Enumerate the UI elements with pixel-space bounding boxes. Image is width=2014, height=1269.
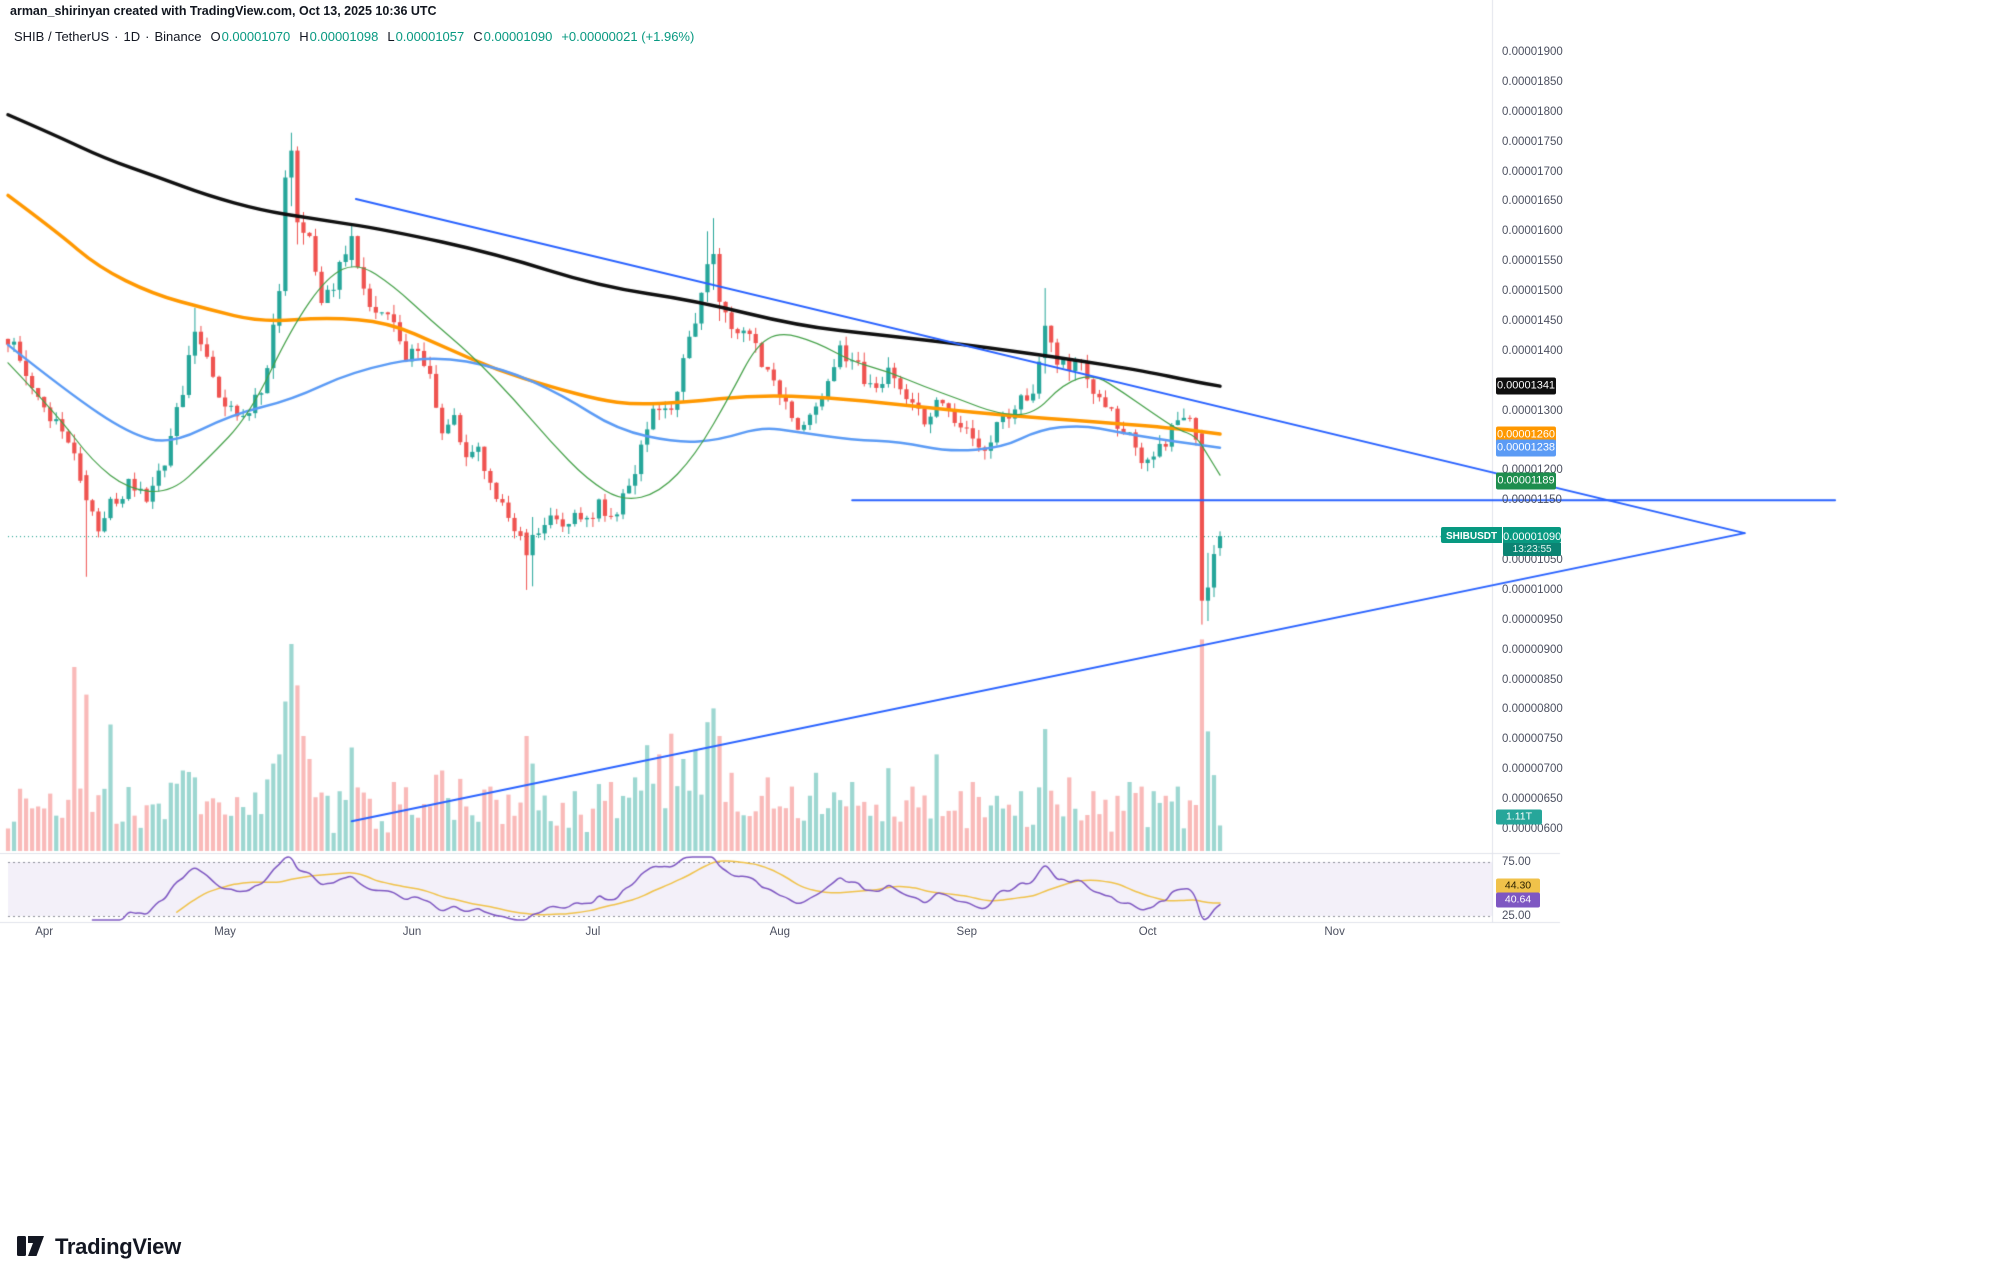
ohlc-value: 0.00001090: [483, 29, 553, 44]
price-axis-label: 0.00001600: [1502, 225, 1563, 238]
tradingview-logo-icon: [17, 1236, 44, 1256]
time-axis-label: May: [214, 926, 236, 938]
symbol-exchange[interactable]: Binance: [154, 29, 202, 44]
price-badge-ma-black: 0.00001341: [1496, 377, 1556, 395]
time-axis-label: Apr: [35, 926, 54, 938]
price-axis-label: 0.00001500: [1502, 285, 1563, 298]
price-axis-label: 0.00000950: [1502, 613, 1563, 626]
time-axis-label: Oct: [1138, 926, 1157, 938]
price-axis-label: 0.00000800: [1502, 703, 1563, 716]
rsi-upper-label: 75.00: [1502, 856, 1531, 868]
last-price-badge: SHIBUSDT 0.00001090 13:23:55: [1441, 527, 1561, 556]
price-axis-label: 0.00001050: [1502, 554, 1563, 567]
price-axis-label: 0.00001900: [1502, 46, 1563, 58]
time-axis-label: Jun: [402, 926, 422, 938]
price-badge-ma-green: 0.00001189: [1496, 472, 1556, 490]
price-axis-label: 0.00000700: [1502, 763, 1563, 776]
ohlc-value: 0.00001070: [221, 29, 291, 44]
legend-separator: ·: [145, 29, 150, 44]
ohlc-letter: O: [210, 29, 221, 44]
ohlc-value: 0.00001098: [309, 29, 379, 44]
rsi-lower-label: 25.00: [1502, 910, 1531, 922]
rsi-ma-value-badge: 44.30: [1496, 878, 1540, 894]
price-axis-label: 0.00000750: [1502, 733, 1563, 746]
price-axis-label: 0.00001650: [1502, 195, 1563, 208]
last-price-symbol: SHIBUSDT: [1441, 527, 1503, 543]
price-badge-ma-blue: 0.00001238: [1496, 439, 1556, 457]
price-axis-label: 0.00001000: [1502, 583, 1563, 596]
ohlc-value: 0.00001057: [395, 29, 465, 44]
symbol-name[interactable]: SHIB / TetherUS: [14, 29, 110, 44]
attribution-text: arman_shirinyan created with TradingView…: [10, 4, 437, 18]
legend-separator: ·: [114, 29, 119, 44]
last-price-value: 0.00001090: [1503, 527, 1561, 543]
price-axis-label: 0.00001400: [1502, 344, 1563, 357]
price-change: +0.00000021 (+1.96%): [561, 29, 695, 44]
price-axis-label: 0.00001550: [1502, 255, 1563, 268]
symbol-interval[interactable]: 1D: [123, 29, 141, 44]
price-axis-label: 0.00001150: [1502, 494, 1562, 507]
price-axis-label: 0.00001850: [1502, 75, 1563, 88]
price-badge-ma-orange: 0.00001260: [1496, 426, 1556, 444]
tradingview-logo[interactable]: TradingView: [16, 1233, 181, 1260]
ohlc-letter: C: [473, 29, 483, 44]
price-axis-label: 0.00001800: [1502, 105, 1563, 118]
price-axis-label: 0.00000650: [1502, 793, 1563, 806]
price-axis-label: 0.00001700: [1502, 165, 1563, 178]
tradingview-logo-text: TradingView: [55, 1233, 181, 1259]
bar-countdown: 13:23:55: [1503, 543, 1562, 556]
ohlc-letter: H: [299, 29, 309, 44]
time-axis-label: Sep: [956, 926, 977, 938]
price-axis-label: 0.00000600: [1502, 822, 1563, 835]
ohlc-readout: O0.00001070 H0.00001098 L0.00001057 C0.0000…: [201, 29, 552, 44]
price-axis-label: 0.00001450: [1502, 314, 1563, 327]
price-axis-label: 0.00000900: [1502, 643, 1563, 656]
price-axis-label: 0.00001750: [1502, 135, 1563, 148]
volume-value-badge: 1.11T: [1496, 809, 1542, 825]
ohlc-letter: L: [387, 29, 395, 44]
symbol-legend: SHIB / TetherUS · 1D · Binance O0.00001070 H0.…: [14, 29, 694, 44]
rsi-value-badge: 40.64: [1496, 892, 1540, 908]
time-axis-label: Nov: [1324, 926, 1345, 938]
time-axis-label: Jul: [585, 926, 601, 938]
price-axis-label: 0.00001300: [1502, 404, 1563, 417]
price-axis-label: 0.00000850: [1502, 673, 1563, 686]
time-axis-label: Aug: [769, 926, 791, 938]
